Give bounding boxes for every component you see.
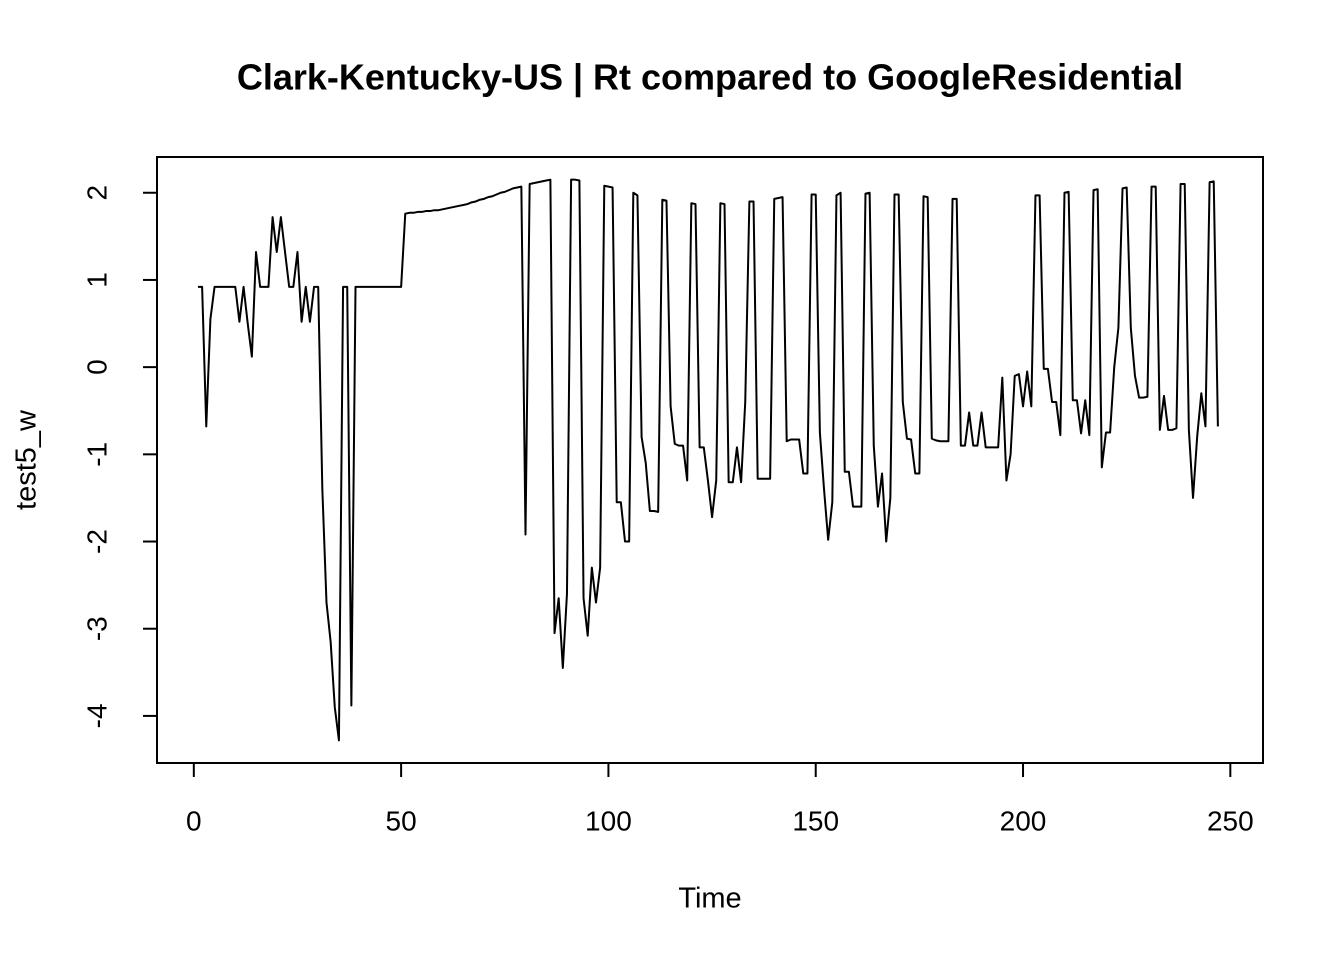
- x-tick-label: 200: [1000, 805, 1047, 836]
- x-tick-label: 150: [792, 805, 839, 836]
- y-tick-label: 2: [81, 185, 112, 201]
- plot-frame: [156, 156, 1264, 764]
- x-axis-label: Time: [678, 883, 741, 915]
- data-line: [197, 178, 1219, 742]
- y-tick-label: -4: [81, 703, 112, 728]
- y-tick-label: 0: [81, 359, 112, 375]
- chart-title: Clark-Kentucky-US | Rt compared to Googl…: [237, 57, 1183, 99]
- x-tick-label: 50: [386, 805, 417, 836]
- y-tick-label: -1: [81, 442, 112, 467]
- y-axis-label: test5_w: [11, 409, 43, 510]
- y-tick-label: 1: [81, 272, 112, 288]
- x-tick-label: 250: [1207, 805, 1254, 836]
- y-tick-label: -2: [81, 529, 112, 554]
- x-tick-label: 100: [585, 805, 632, 836]
- y-tick-label: -3: [81, 616, 112, 641]
- x-tick-label: 0: [186, 805, 202, 836]
